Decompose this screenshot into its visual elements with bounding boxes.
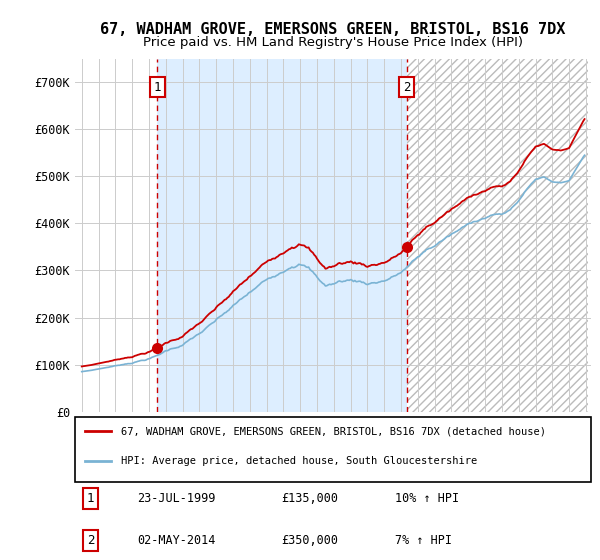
Text: 2: 2 <box>87 534 94 547</box>
Text: 02-MAY-2014: 02-MAY-2014 <box>137 534 215 547</box>
Text: 1: 1 <box>154 81 161 94</box>
Text: £350,000: £350,000 <box>281 534 338 547</box>
Text: 7% ↑ HPI: 7% ↑ HPI <box>395 534 452 547</box>
Text: HPI: Average price, detached house, South Gloucestershire: HPI: Average price, detached house, Sout… <box>121 456 478 466</box>
Text: 2: 2 <box>403 81 410 94</box>
Text: 1: 1 <box>87 492 94 505</box>
Text: Price paid vs. HM Land Registry's House Price Index (HPI): Price paid vs. HM Land Registry's House … <box>143 36 523 49</box>
Bar <box>407 59 587 412</box>
Bar <box>157 59 407 412</box>
Text: 67, WADHAM GROVE, EMERSONS GREEN, BRISTOL, BS16 7DX (detached house): 67, WADHAM GROVE, EMERSONS GREEN, BRISTO… <box>121 426 547 436</box>
Text: 23-JUL-1999: 23-JUL-1999 <box>137 492 215 505</box>
Text: £135,000: £135,000 <box>281 492 338 505</box>
FancyBboxPatch shape <box>75 417 591 482</box>
Text: 67, WADHAM GROVE, EMERSONS GREEN, BRISTOL, BS16 7DX: 67, WADHAM GROVE, EMERSONS GREEN, BRISTO… <box>100 22 566 38</box>
Text: 10% ↑ HPI: 10% ↑ HPI <box>395 492 459 505</box>
